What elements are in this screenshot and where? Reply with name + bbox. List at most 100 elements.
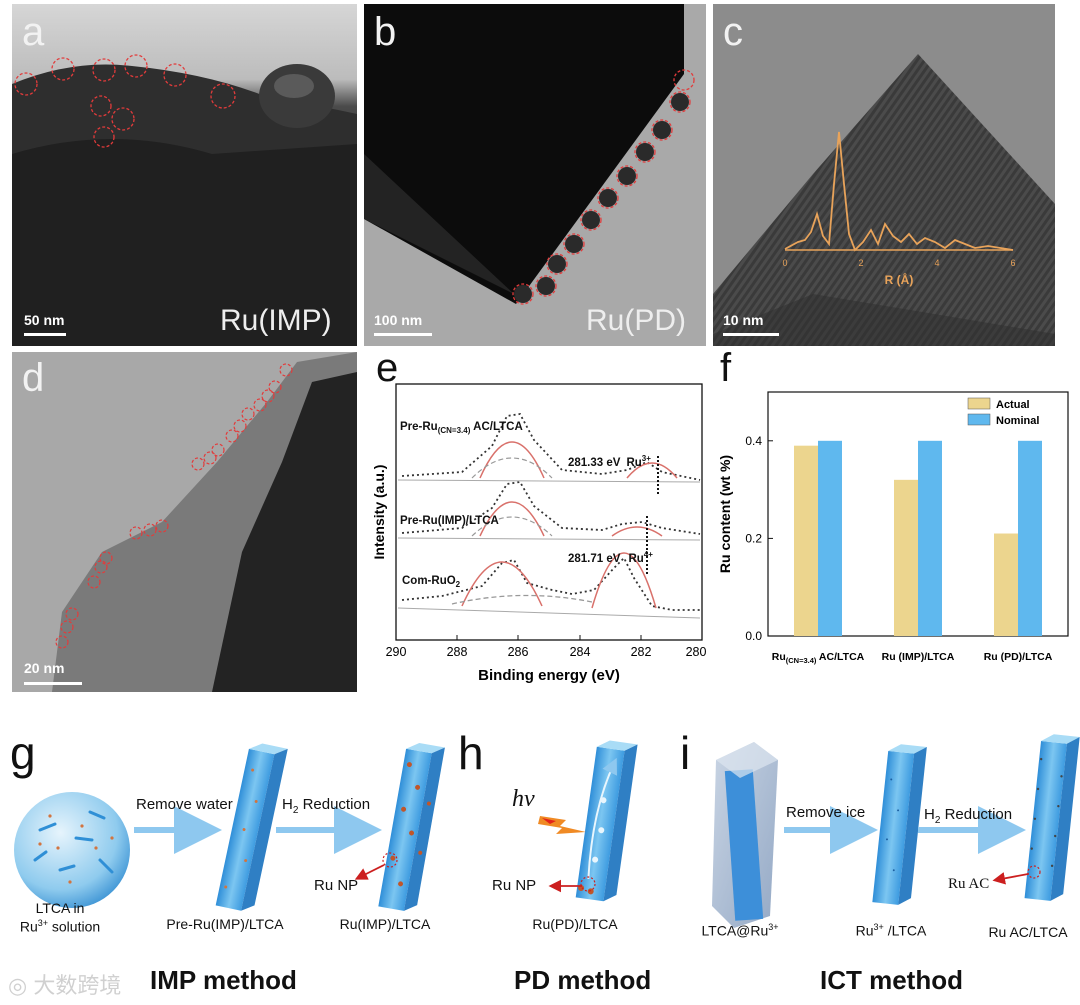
bar-actual-2 bbox=[994, 533, 1018, 636]
inset-tick-4: 4 bbox=[934, 258, 939, 268]
caption-ru-ac-ltca: Ru AC/LTCA bbox=[988, 924, 1068, 940]
bar-nominal-0 bbox=[818, 440, 842, 636]
scale-text-a: 50 nm bbox=[24, 312, 65, 328]
xps-fit-imp-1 bbox=[479, 501, 545, 537]
label-remove-water: Remove water bbox=[136, 796, 233, 813]
bar-actual-0 bbox=[794, 445, 818, 636]
panel-label-d: d bbox=[22, 356, 45, 400]
xps-series-label-com: Com-RuO2 bbox=[402, 575, 461, 589]
xps-fit-imp-2 bbox=[611, 526, 663, 537]
legend-swatch-nominal bbox=[967, 413, 991, 426]
watermark-logo-icon: ◎ bbox=[8, 973, 28, 998]
xps-fit-cn-1 bbox=[479, 441, 545, 479]
xps-curve-cn bbox=[401, 413, 701, 481]
caption-ru3-ltca: Ru3+ /LTCA bbox=[855, 922, 927, 939]
np-highlight-g bbox=[382, 852, 398, 868]
np-circles-a bbox=[14, 54, 236, 148]
inset-xlabel: R (Å) bbox=[885, 272, 914, 287]
caption-ru-pd: Ru(PD)/LTCA bbox=[532, 916, 618, 932]
xps-fit-com-3 bbox=[451, 594, 593, 605]
label-h2-reduction-i: H2 Reduction bbox=[924, 806, 1013, 826]
label-ru-np-h: Ru NP bbox=[492, 877, 537, 894]
bar-cat-label-0: Ru(CN=3.4) AC/LTCA bbox=[772, 651, 865, 665]
caption-ltca-ru3: LTCA@Ru3+ bbox=[701, 922, 779, 939]
xps-annot-ru3: 281.33 eV Ru3+ bbox=[568, 454, 651, 469]
legend-nominal: Nominal bbox=[996, 415, 1039, 427]
rod-ru-pd bbox=[575, 740, 638, 902]
bar-ylabel: Ru content (wt %) bbox=[717, 455, 733, 573]
legend-swatch-actual bbox=[967, 397, 991, 410]
xps-tick-284: 284 bbox=[570, 645, 591, 659]
sample-name-b: Ru(PD) bbox=[586, 304, 687, 337]
panel-label-e: e bbox=[376, 346, 399, 390]
xps-tick-282: 282 bbox=[631, 645, 652, 659]
xps-curve-imp bbox=[401, 481, 701, 535]
method-imp: IMP method bbox=[150, 965, 297, 995]
panel-label-b: b bbox=[374, 10, 397, 54]
ac-circles-d bbox=[55, 363, 293, 649]
label-hv: hν bbox=[512, 786, 535, 812]
bar-cat-label-1: Ru (IMP)/LTCA bbox=[882, 651, 955, 663]
inset-tick-2: 2 bbox=[858, 258, 863, 268]
tem-image-b bbox=[364, 4, 706, 346]
rod-ru-ac bbox=[1024, 734, 1080, 901]
method-ict: ICT method bbox=[820, 965, 963, 995]
rod-ru3-ltca bbox=[872, 744, 927, 905]
xps-fit-cn-3 bbox=[471, 457, 553, 479]
watermark: ◎ 大数跨境 bbox=[8, 973, 122, 998]
xps-fit-imp-3 bbox=[471, 516, 553, 537]
ice-block bbox=[712, 742, 778, 928]
scale-text-b: 100 nm bbox=[374, 312, 423, 328]
xps-tick-286: 286 bbox=[508, 645, 529, 659]
schematic bbox=[14, 734, 1080, 928]
xps-fit-com-2 bbox=[591, 552, 657, 609]
xps-frame bbox=[395, 383, 703, 641]
xps-tick-280: 280 bbox=[686, 645, 707, 659]
bar-y-tick-label: 0.0 bbox=[745, 629, 762, 643]
sample-name-a: Ru(IMP) bbox=[220, 304, 332, 337]
xps-fit-com-1 bbox=[461, 561, 543, 607]
legend-actual: Actual bbox=[996, 399, 1030, 411]
scale-text-c: 10 nm bbox=[723, 312, 764, 328]
scale-bar-c bbox=[723, 333, 779, 336]
bar-nominal-1 bbox=[918, 440, 942, 636]
label-ru-ac: Ru AC bbox=[948, 876, 990, 892]
xps-fit-cn-2 bbox=[626, 462, 678, 479]
xps-series-label-imp: Pre-Ru(IMP)/LTCA bbox=[400, 515, 499, 527]
np-highlight-h bbox=[580, 876, 596, 892]
caption-ltca-solution: LTCA in Ru3+ solution bbox=[19, 900, 101, 935]
bar-legend: Actual Nominal bbox=[967, 397, 1039, 427]
exafs-curve bbox=[784, 131, 1014, 252]
method-pd: PD method bbox=[514, 965, 652, 995]
scale-text-d: 20 nm bbox=[24, 660, 65, 676]
tem-image-c: 0 2 4 6 R (Å) bbox=[713, 4, 1055, 346]
label-remove-ice: Remove ice bbox=[786, 804, 866, 821]
tem-image-a bbox=[12, 4, 357, 346]
scale-bar-a bbox=[24, 333, 66, 336]
panel-label-a: a bbox=[22, 10, 45, 54]
xps-x-ticks: 290 288 286 284 282 280 bbox=[386, 635, 707, 659]
xps-series-label-cn: Pre-Ru(CN=3.4) AC/LTCA bbox=[400, 421, 523, 435]
scale-bar-b bbox=[374, 333, 432, 336]
np-circles-b bbox=[512, 69, 695, 305]
tem-panel-a: a 50 nm Ru(IMP) bbox=[12, 4, 357, 346]
ac-pointer-i bbox=[992, 872, 1029, 885]
bar-actual-1 bbox=[894, 479, 918, 636]
panel-label-h: h bbox=[458, 727, 484, 779]
xps-tick-290: 290 bbox=[386, 645, 407, 659]
rod-pre-imp bbox=[215, 743, 288, 911]
inset-tick-0: 0 bbox=[782, 258, 787, 268]
bar-nominal-2 bbox=[1018, 440, 1042, 636]
xps-baseline-com bbox=[397, 607, 701, 619]
panel-label-g: g bbox=[10, 727, 36, 779]
caption-ru-imp: Ru(IMP)/LTCA bbox=[339, 916, 431, 932]
xps-baseline-imp bbox=[397, 537, 701, 541]
tem-panel-d: d 20 nm bbox=[12, 352, 357, 692]
xps-chart: Pre-Ru(CN=3.4) AC/LTCA Pre-Ru(IMP)/LTCA … bbox=[371, 383, 707, 684]
exafs-inset: 0 2 4 6 R (Å) bbox=[782, 131, 1016, 287]
rod-ru-imp bbox=[378, 742, 445, 911]
tem-image-d bbox=[12, 352, 357, 692]
xps-ylabel: Intensity (a.u.) bbox=[371, 465, 387, 560]
xps-tick-288: 288 bbox=[447, 645, 468, 659]
solution-sphere bbox=[14, 792, 130, 908]
